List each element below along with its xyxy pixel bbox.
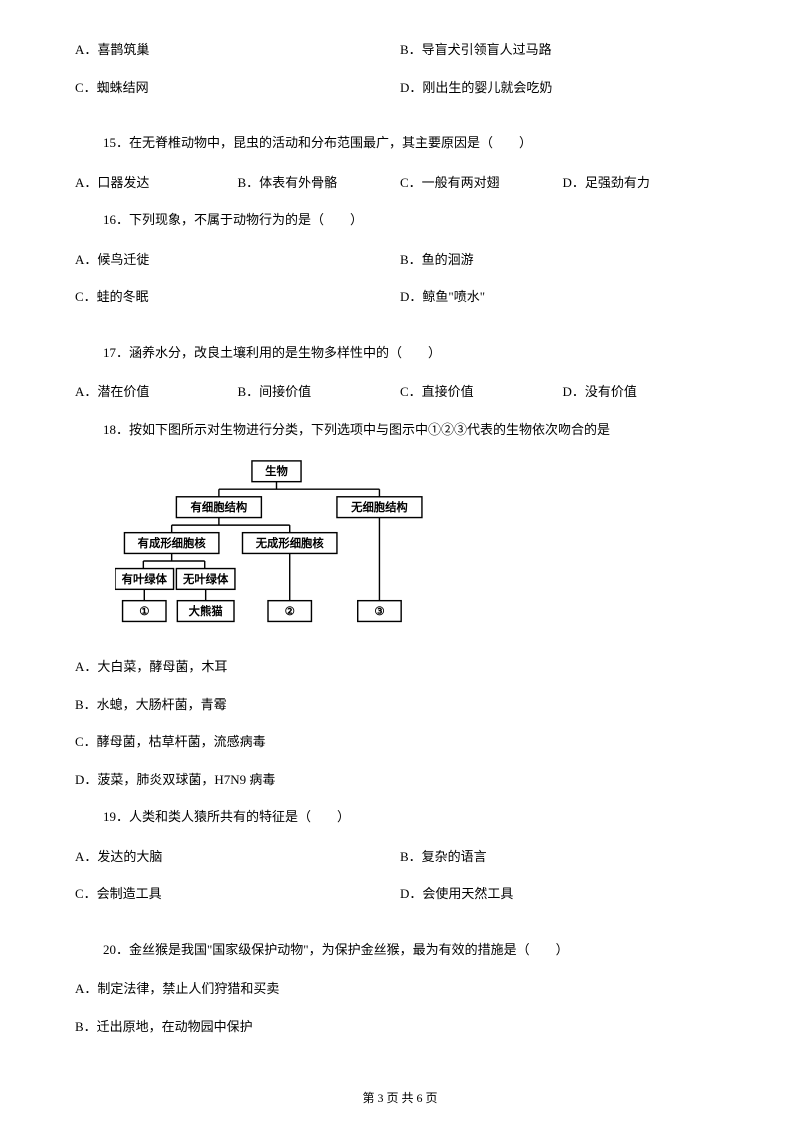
q18-option-b: B．水螅，大肠杆菌，青霉 bbox=[75, 695, 725, 715]
node-leaf3: ② bbox=[285, 606, 295, 618]
node-leaf4: ③ bbox=[374, 606, 384, 618]
node-l3b: 无叶绿体 bbox=[182, 572, 229, 586]
option-d: D．鲸鱼"喷水" bbox=[400, 287, 725, 307]
question-20: 20．金丝猴是我国"国家级保护动物"，为保护金丝猴，最为有效的措施是（ ） bbox=[75, 940, 725, 960]
question-15: 15．在无脊椎动物中，昆虫的活动和分布范围最广，其主要原因是（ ） bbox=[75, 133, 725, 153]
option-c: C．直接价值 bbox=[400, 382, 563, 402]
option-d: D．足强劲有力 bbox=[563, 173, 726, 193]
prev-options: A．喜鹊筑巢 B．导盲犬引领盲人过马路 C．蜘蛛结网 D．刚出生的婴儿就会吃奶 bbox=[75, 40, 725, 115]
option-d: D．刚出生的婴儿就会吃奶 bbox=[400, 78, 725, 98]
node-leaf2: 大熊猫 bbox=[189, 604, 223, 618]
question-17: 17．涵养水分，改良土壤利用的是生物多样性中的（ ） bbox=[75, 343, 725, 363]
option-d: D．会使用天然工具 bbox=[400, 884, 725, 904]
node-l2b: 无成形细胞核 bbox=[255, 536, 325, 550]
page-footer: 第 3 页 共 6 页 bbox=[0, 1089, 800, 1107]
option-a: A．口器发达 bbox=[75, 173, 238, 193]
option-b: B．间接价值 bbox=[238, 382, 401, 402]
option-c: C．会制造工具 bbox=[75, 884, 400, 904]
option-a: A．喜鹊筑巢 bbox=[75, 40, 400, 60]
node-l3a: 有叶绿体 bbox=[122, 572, 168, 586]
question-16: 16．下列现象，不属于动物行为的是（ ） bbox=[75, 210, 725, 230]
node-root: 生物 bbox=[265, 464, 288, 478]
option-c: C．蜘蛛结网 bbox=[75, 78, 400, 98]
option-b: B．导盲犬引领盲人过马路 bbox=[400, 40, 725, 60]
q19-options: A．发达的大脑 B．复杂的语言 C．会制造工具 D．会使用天然工具 bbox=[75, 847, 725, 922]
node-l2a: 有成形细胞核 bbox=[138, 536, 207, 550]
option-c: C．一般有两对翅 bbox=[400, 173, 563, 193]
option-b: B．体表有外骨骼 bbox=[238, 173, 401, 193]
q18-option-c: C．酵母菌，枯草杆菌，流感病毒 bbox=[75, 732, 725, 752]
q20-option-a: A．制定法律，禁止人们狩猎和买卖 bbox=[75, 979, 725, 999]
node-l1b: 无细胞结构 bbox=[350, 500, 408, 514]
option-d: D．没有价值 bbox=[563, 382, 726, 402]
option-a: A．潜在价值 bbox=[75, 382, 238, 402]
q20-option-b: B．迁出原地，在动物园中保护 bbox=[75, 1017, 725, 1037]
q15-options: A．口器发达 B．体表有外骨骼 C．一般有两对翅 D．足强劲有力 bbox=[75, 173, 725, 193]
node-leaf1: ① bbox=[139, 606, 149, 618]
classification-diagram: .nd { fill:#fff; stroke:#000; stroke-wid… bbox=[115, 459, 455, 639]
option-a: A．候鸟迁徙 bbox=[75, 250, 400, 270]
tree-svg: .nd { fill:#fff; stroke:#000; stroke-wid… bbox=[115, 459, 455, 634]
q18-option-a: A．大白菜，酵母菌，木耳 bbox=[75, 657, 725, 677]
option-b: B．鱼的洄游 bbox=[400, 250, 725, 270]
q18-option-d: D．菠菜，肺炎双球菌，H7N9 病毒 bbox=[75, 770, 725, 790]
option-b: B．复杂的语言 bbox=[400, 847, 725, 867]
node-l1a: 有细胞结构 bbox=[191, 500, 248, 514]
q17-options: A．潜在价值 B．间接价值 C．直接价值 D．没有价值 bbox=[75, 382, 725, 402]
option-c: C．蛙的冬眠 bbox=[75, 287, 400, 307]
question-18: 18．按如下图所示对生物进行分类，下列选项中与图示中①②③代表的生物依次吻合的是 bbox=[75, 420, 725, 440]
q16-options: A．候鸟迁徙 B．鱼的洄游 C．蛙的冬眠 D．鲸鱼"喷水" bbox=[75, 250, 725, 325]
option-a: A．发达的大脑 bbox=[75, 847, 400, 867]
question-19: 19．人类和类人猿所共有的特征是（ ） bbox=[75, 807, 725, 827]
